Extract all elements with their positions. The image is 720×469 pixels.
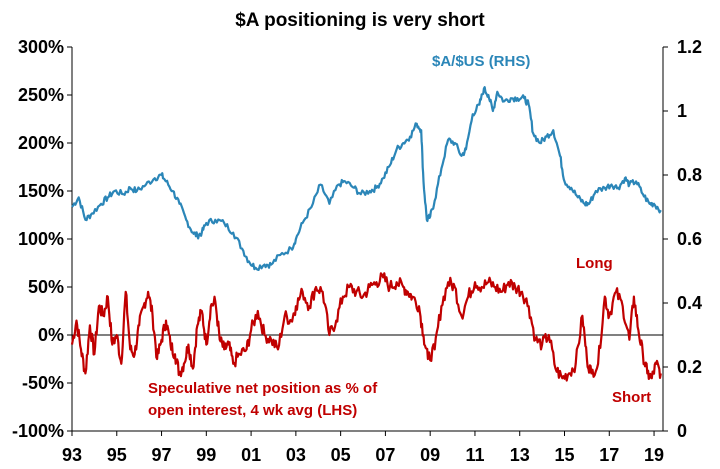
left-tick-label: 300%: [18, 37, 64, 57]
x-tick-label: 17: [599, 445, 619, 465]
annotation-spec-line1: Speculative net position as % of: [148, 380, 378, 397]
x-axis: 93 95 97 99 01 03 05 07 09 11 13 15 17 19: [62, 431, 664, 465]
x-tick-label: 07: [375, 445, 395, 465]
right-tick-label: 1.2: [677, 37, 702, 57]
left-tick-label: 0%: [38, 325, 64, 345]
annotation-long: Long: [576, 255, 613, 272]
series-aud-usd-label: $A/$US (RHS): [432, 53, 530, 70]
right-tick-label: 1: [677, 101, 687, 121]
x-tick-label: 99: [196, 445, 216, 465]
x-tick-label: 19: [644, 445, 664, 465]
series-aud-usd-line: [71, 86, 662, 271]
x-tick-label: 97: [152, 445, 172, 465]
left-tick-label: 150%: [18, 181, 64, 201]
plot-area: [71, 47, 664, 432]
left-tick-label: -50%: [22, 373, 64, 393]
left-tick-label: 200%: [18, 133, 64, 153]
right-tick-label: 0: [677, 421, 687, 441]
right-tick-label: 0.4: [677, 293, 702, 313]
right-tick-label: 0.2: [677, 357, 702, 377]
annotation-spec-line2: open interest, 4 wk avg (LHS): [148, 402, 357, 419]
left-tick-label: 100%: [18, 229, 64, 249]
right-tick-label: 0.6: [677, 229, 702, 249]
right-axis: 0 0.2 0.4 0.6 0.8 1 1.2: [663, 37, 702, 441]
x-tick-label: 93: [62, 445, 82, 465]
x-tick-label: 11: [465, 445, 484, 465]
right-tick-label: 0.8: [677, 165, 702, 185]
x-tick-label: 95: [107, 445, 127, 465]
x-tick-label: 05: [331, 445, 351, 465]
annotation-short: Short: [612, 389, 651, 406]
left-axis: -100% -50% 0% 50% 100% 150% 200% 250% 300%: [12, 37, 72, 441]
x-tick-label: 13: [510, 445, 530, 465]
left-tick-label: -100%: [12, 421, 64, 441]
x-tick-label: 09: [420, 445, 440, 465]
left-tick-label: 50%: [28, 277, 64, 297]
x-tick-label: 15: [554, 445, 574, 465]
x-tick-label: 03: [286, 445, 306, 465]
chart-title: $A positioning is very short: [235, 10, 485, 31]
series-speculative-position-line: [70, 272, 662, 382]
x-tick-label: 01: [241, 445, 261, 465]
left-tick-label: 250%: [18, 85, 64, 105]
